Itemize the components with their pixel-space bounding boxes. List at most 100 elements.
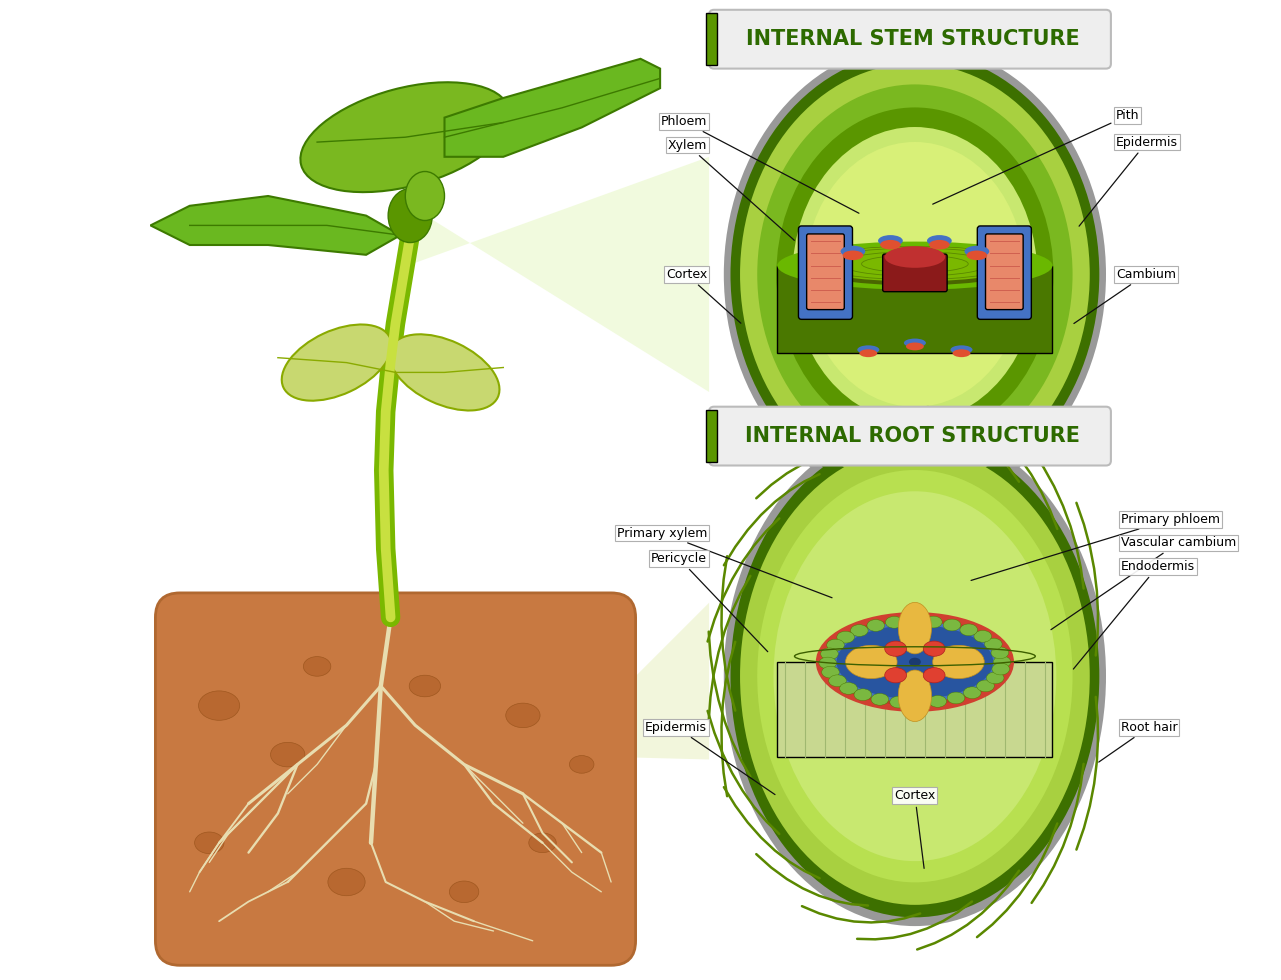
Ellipse shape [389, 334, 500, 411]
Ellipse shape [929, 240, 949, 250]
Ellipse shape [851, 624, 869, 636]
Ellipse shape [974, 630, 991, 642]
Ellipse shape [986, 672, 1004, 684]
Ellipse shape [906, 342, 924, 351]
FancyBboxPatch shape [807, 234, 844, 310]
Ellipse shape [730, 435, 1099, 917]
Ellipse shape [839, 682, 857, 694]
Ellipse shape [282, 324, 392, 401]
Ellipse shape [967, 251, 988, 260]
Text: INTERNAL STEM STRUCTURE: INTERNAL STEM STRUCTURE [746, 29, 1080, 49]
Ellipse shape [910, 658, 921, 666]
Ellipse shape [836, 625, 993, 699]
Polygon shape [150, 196, 401, 255]
Text: Epidermis: Epidermis [646, 720, 775, 795]
FancyBboxPatch shape [155, 593, 635, 965]
Polygon shape [410, 157, 710, 392]
Ellipse shape [757, 470, 1072, 882]
Ellipse shape [860, 349, 877, 357]
FancyBboxPatch shape [985, 234, 1024, 310]
Ellipse shape [929, 696, 947, 708]
Ellipse shape [724, 426, 1106, 926]
FancyBboxPatch shape [710, 407, 1111, 466]
Text: Xylem: Xylem [667, 138, 794, 240]
Ellipse shape [836, 631, 854, 643]
FancyBboxPatch shape [706, 410, 717, 462]
Ellipse shape [819, 658, 836, 669]
Text: INTERNAL ROOT STRUCTURE: INTERNAL ROOT STRUCTURE [746, 426, 1080, 446]
Ellipse shape [740, 64, 1090, 485]
Ellipse shape [885, 667, 907, 683]
Ellipse shape [506, 704, 541, 727]
Ellipse shape [898, 603, 931, 654]
Text: Endodermis: Endodermis [1073, 560, 1195, 669]
Ellipse shape [951, 345, 972, 354]
Ellipse shape [843, 251, 863, 260]
Ellipse shape [778, 242, 1053, 290]
Ellipse shape [885, 641, 907, 657]
Ellipse shape [885, 616, 903, 628]
FancyBboxPatch shape [778, 266, 1053, 353]
Text: Epidermis: Epidermis [1079, 135, 1177, 226]
Ellipse shape [959, 624, 977, 636]
Polygon shape [523, 603, 710, 789]
Ellipse shape [871, 694, 889, 706]
Ellipse shape [904, 615, 922, 627]
Ellipse shape [270, 743, 305, 766]
Ellipse shape [829, 675, 847, 687]
Ellipse shape [947, 692, 965, 704]
Ellipse shape [933, 646, 984, 678]
Ellipse shape [195, 832, 224, 854]
Text: Vascular cambium: Vascular cambium [1050, 536, 1236, 630]
Ellipse shape [816, 612, 1015, 711]
Ellipse shape [910, 697, 927, 709]
Ellipse shape [808, 246, 1021, 281]
Ellipse shape [991, 647, 1008, 659]
Ellipse shape [963, 687, 981, 699]
Polygon shape [445, 59, 660, 157]
Ellipse shape [927, 235, 952, 246]
Text: Phloem: Phloem [661, 115, 860, 214]
Ellipse shape [877, 235, 903, 246]
Ellipse shape [924, 641, 945, 657]
Ellipse shape [774, 491, 1057, 861]
Ellipse shape [570, 756, 594, 773]
FancyBboxPatch shape [798, 226, 852, 319]
Ellipse shape [450, 881, 479, 903]
Ellipse shape [409, 675, 441, 697]
Ellipse shape [730, 52, 1099, 497]
Ellipse shape [776, 108, 1053, 441]
Ellipse shape [802, 246, 1029, 285]
Ellipse shape [885, 246, 945, 268]
Text: Cortex: Cortex [894, 789, 935, 868]
Ellipse shape [965, 246, 989, 257]
Ellipse shape [199, 691, 240, 720]
Ellipse shape [740, 448, 1090, 905]
Ellipse shape [845, 646, 897, 678]
Ellipse shape [867, 619, 885, 631]
FancyBboxPatch shape [977, 226, 1031, 319]
Text: Primary phloem: Primary phloem [971, 513, 1220, 580]
Text: Root hair: Root hair [1099, 720, 1177, 762]
Ellipse shape [898, 670, 931, 721]
Ellipse shape [724, 44, 1106, 505]
Text: Cambium: Cambium [1073, 268, 1176, 323]
Ellipse shape [529, 833, 556, 853]
Ellipse shape [821, 666, 839, 678]
Ellipse shape [830, 621, 1000, 703]
Text: Pith: Pith [933, 109, 1139, 204]
Ellipse shape [405, 172, 445, 220]
Text: Pericycle: Pericycle [651, 552, 767, 652]
Ellipse shape [388, 188, 432, 243]
Ellipse shape [880, 240, 901, 250]
Ellipse shape [757, 84, 1072, 465]
Text: Primary xylem: Primary xylem [616, 526, 833, 598]
Ellipse shape [953, 349, 971, 357]
Ellipse shape [804, 142, 1025, 407]
Ellipse shape [824, 618, 1007, 706]
Ellipse shape [991, 663, 1009, 675]
Ellipse shape [993, 656, 1011, 667]
Ellipse shape [304, 657, 330, 676]
FancyBboxPatch shape [778, 662, 1053, 757]
Ellipse shape [985, 638, 1002, 650]
